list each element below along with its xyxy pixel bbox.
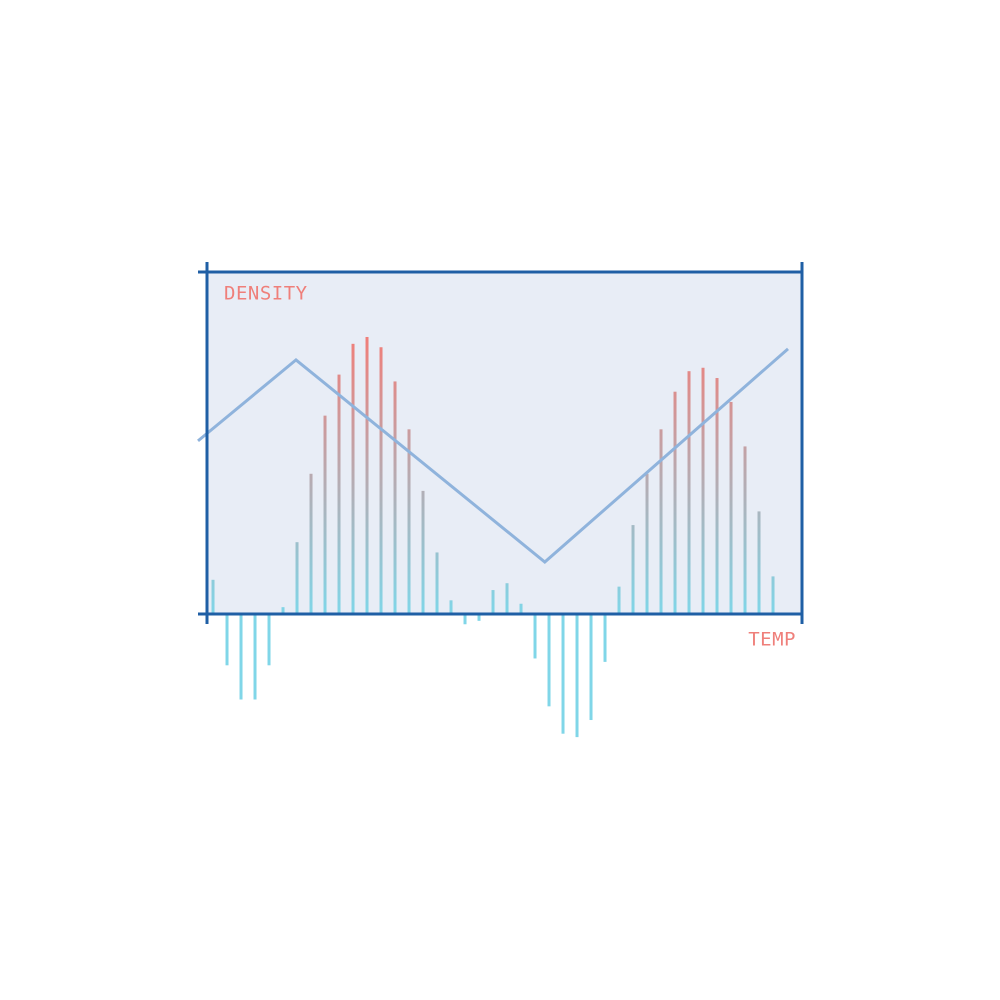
bar [421,490,425,614]
bar [561,614,565,734]
bar [295,542,299,614]
bar [589,614,593,721]
bar [449,600,453,614]
bar [771,576,775,614]
bar [351,343,355,614]
bar [631,525,635,614]
bar [253,614,257,700]
bar [673,391,677,614]
bar [393,381,397,614]
y-axis-label: DENSITY [224,283,308,305]
bar [659,429,663,614]
bar [281,607,285,614]
bar [729,401,733,614]
frame [198,262,804,624]
bar [701,367,705,614]
bar [435,552,439,614]
bar [687,371,691,614]
bar [505,583,509,614]
bar [309,473,313,614]
bar [337,374,341,614]
bar [211,579,215,614]
bar [491,590,495,614]
bar [645,473,649,614]
bar [757,511,761,614]
x-axis-label: TEMP [748,629,796,651]
bar [239,614,243,700]
bar [715,378,719,614]
line [197,347,789,564]
bar [575,614,579,738]
bar [365,336,369,614]
bar [225,614,229,666]
bar [477,614,481,621]
bar [547,614,551,707]
bar [323,415,327,614]
bar [617,586,621,614]
bar [267,614,271,666]
bar [743,446,747,614]
bar [407,429,411,614]
bar [463,614,467,625]
bar [519,603,523,614]
bar [379,347,383,614]
bar [603,614,607,662]
bar [533,614,537,659]
